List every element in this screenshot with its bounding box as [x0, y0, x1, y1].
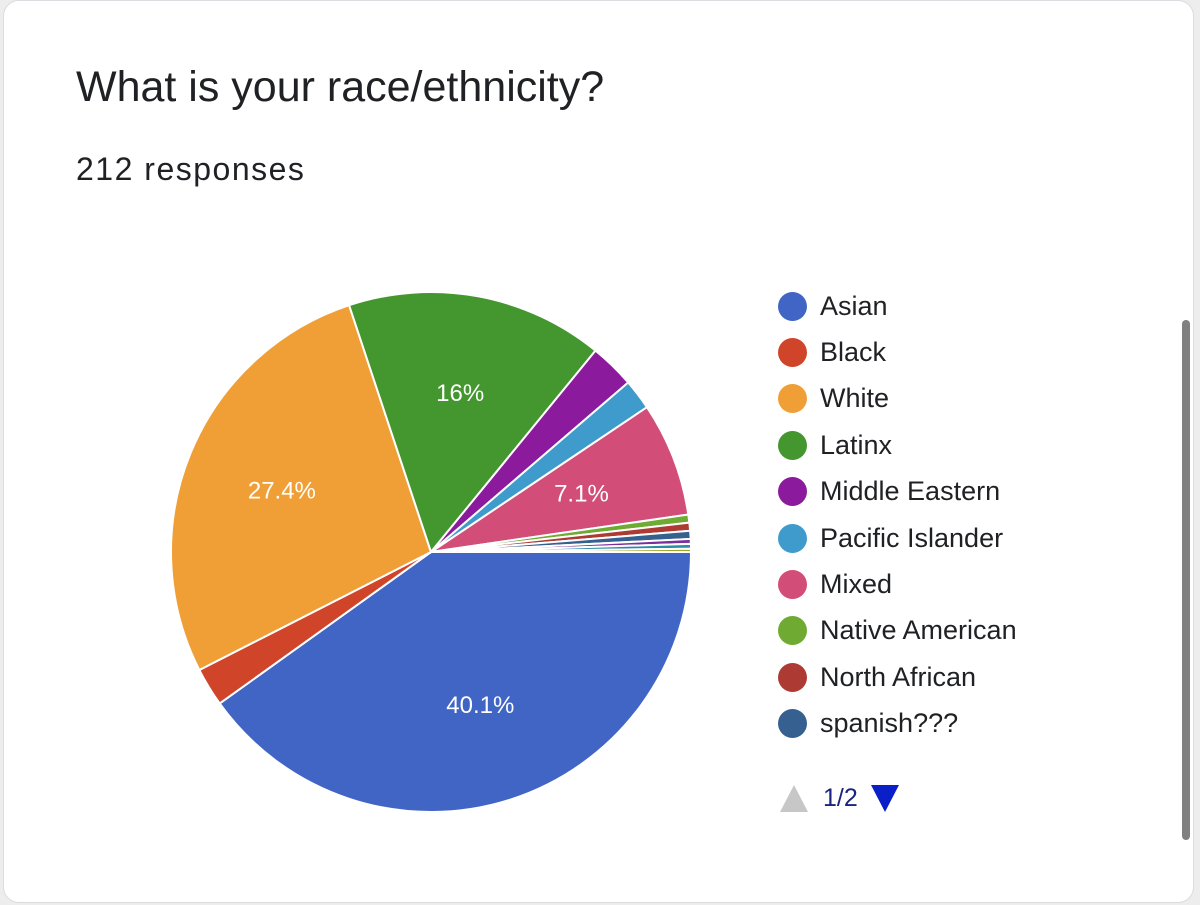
legend-swatch [778, 477, 807, 507]
legend-swatch [778, 291, 807, 321]
legend-swatch [778, 384, 807, 414]
legend-item[interactable]: spanish??? [778, 701, 1017, 747]
legend-label: spanish??? [820, 708, 959, 739]
pie-slice-7[interactable] [430, 405, 690, 553]
slice-label-1: 40.1% [446, 692, 514, 719]
legend-item[interactable]: Middle Eastern [778, 469, 1017, 515]
legend-item[interactable]: Mixed [778, 561, 1017, 607]
legend-label: Middle Eastern [820, 476, 1001, 507]
chart-legend: Asian Black White Latinx Middle Eastern Pacif… [778, 283, 1017, 747]
legend-item[interactable]: Native American [778, 608, 1017, 654]
slice-label-7: 7.1% [554, 481, 609, 508]
legend-label: Asian [820, 290, 888, 321]
legend-label: Mixed [820, 569, 893, 600]
legend-page-indicator: 1/2 [823, 784, 858, 812]
pie-slice-4[interactable] [347, 291, 597, 555]
legend-item[interactable]: Pacific Islander [778, 515, 1017, 561]
legend-prev-page-icon[interactable] [780, 785, 808, 812]
pie-slice-3[interactable] [170, 303, 433, 672]
legend-swatch [778, 570, 807, 600]
legend-swatch [778, 709, 807, 739]
legend-label: White [820, 383, 890, 414]
legend-label: North African [820, 661, 977, 692]
scrollbar[interactable] [1182, 320, 1190, 840]
legend-item[interactable]: North African [778, 654, 1017, 700]
legend-label: Black [820, 337, 887, 368]
legend-item[interactable]: Latinx [778, 422, 1017, 468]
legend-swatch [778, 662, 807, 692]
legend-label: Latinx [820, 429, 893, 460]
legend-item[interactable]: White [778, 376, 1017, 422]
chart-title: What is your race/ethnicity? [76, 63, 605, 111]
legend-swatch [778, 430, 807, 460]
legend-swatch [778, 616, 807, 646]
legend-next-page-icon[interactable] [870, 785, 899, 812]
response-count: 212 responses [76, 151, 306, 187]
legend-swatch [778, 523, 807, 553]
legend-pager: 1/2 [780, 784, 899, 813]
slice-label-3: 27.4% [248, 477, 316, 504]
legend-label: Pacific Islander [820, 522, 1004, 553]
legend-label: Native American [820, 615, 1017, 646]
slice-label-4: 16% [436, 380, 484, 407]
legend-item[interactable]: Black [778, 329, 1017, 375]
pie-slice-1[interactable] [218, 551, 693, 813]
legend-swatch [778, 338, 807, 368]
pie-slice-13[interactable] [430, 547, 693, 553]
legend-item[interactable]: Asian [778, 283, 1017, 329]
